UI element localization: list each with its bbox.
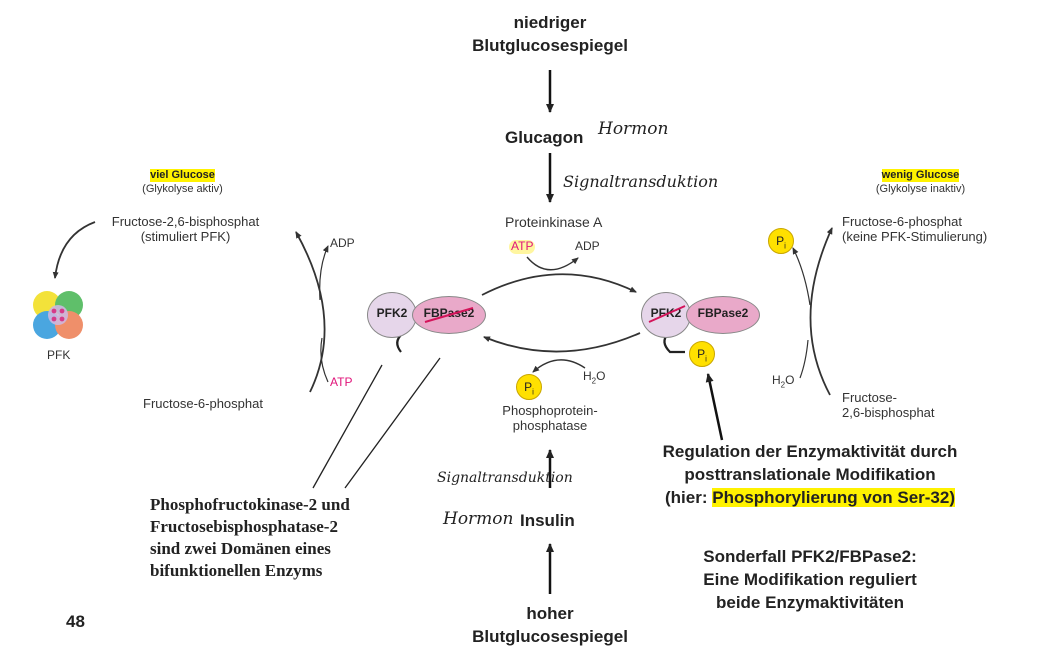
phosphatase-h2o-label: H2O	[583, 369, 606, 386]
enzyme-phosphate-badge: Pi	[689, 341, 715, 367]
bifunctional-enzyme-note: Phosphofructokinase-2 und Fructosebispho…	[150, 495, 350, 581]
pfk-label: PFK	[47, 348, 71, 362]
right-fbpase2-domain: FBPase2	[686, 296, 760, 334]
right-f26bp-label: Fructose- 2,6-bisphosphat	[842, 390, 935, 420]
left-header-title: viel Glucose	[150, 169, 215, 182]
left-fbpase2-domain: FBPase2	[412, 296, 486, 334]
left-f6p-label: Fructose-6-phosphat	[143, 396, 263, 411]
left-header: viel Glucose (Glykolyse aktiv)	[115, 165, 250, 196]
arrow-right-cycle	[809, 227, 833, 396]
arrow-left-adp	[319, 245, 329, 301]
glucagon-label: Glucagon	[505, 128, 584, 147]
arrow-left-atp	[320, 337, 329, 383]
left-header-sub: (Glykolyse aktiv)	[142, 183, 223, 196]
right-f6p-label: Fructose-6-phosphat (keine PFK-Stimulieru…	[842, 214, 988, 244]
right-header-sub: (Glykolyse inaktiv)	[875, 183, 966, 196]
proteinkinase-a-label: Proteinkinase A	[505, 214, 603, 230]
low-blood-glucose-label: niedriger Blutglucosespiegel	[472, 13, 628, 55]
left-atp-label: ATP	[330, 375, 353, 389]
right-pfk2-domain: PFK2	[641, 292, 691, 338]
right-h2o-label: H2O	[772, 373, 795, 390]
phosphoprotein-phosphatase-label: Phosphoprotein-phosphatase	[502, 403, 598, 433]
arrow-regulation-to-pi	[705, 373, 724, 441]
insulin-label: Insulin	[520, 511, 575, 530]
glucagon-hormon-note: Hormon	[598, 119, 669, 139]
pfk-tetramer-icon	[33, 291, 83, 339]
arrow-right-pi	[792, 247, 811, 306]
arrow-atp-adp	[526, 256, 579, 271]
pointer-line-pfk2	[312, 364, 383, 489]
arrow-h2o-pi	[532, 359, 586, 373]
regulation-note: Regulation der Enzymaktivität durch post…	[662, 442, 958, 507]
left-adp-label: ADP	[330, 236, 355, 250]
pka-adp-label: ADP	[575, 239, 600, 253]
insulin-signal-note: Signaltransduktion	[437, 470, 573, 486]
pointer-line-fbpase2	[344, 357, 441, 489]
high-blood-glucose-label: hoher Blutglucosespiegel	[472, 604, 628, 646]
special-case-note: Sonderfall PFK2/FBPase2: Eine Modifikati…	[703, 547, 917, 612]
phosphatase-pi-badge: Pi	[516, 374, 542, 400]
right-header: wenig Glucose (Glykolyse inaktiv)	[853, 165, 988, 196]
arrow-dephosphorylation	[483, 332, 641, 353]
left-f26bp-label: Fructose-2,6-bisphosphat (stimuliert PFK)	[111, 214, 260, 244]
pka-atp-label: ATP	[509, 239, 536, 254]
right-pi-badge: Pi	[768, 228, 794, 254]
page-number: 48	[66, 612, 85, 631]
left-pfk2-domain: PFK2	[367, 292, 417, 338]
insulin-hormon-note: Hormon	[443, 509, 514, 529]
signal-transduction-note-top: Signaltransduktion	[563, 172, 719, 191]
arrow-phosphorylation	[481, 273, 637, 296]
arrow-f26bp-to-pfk	[52, 221, 96, 279]
arrow-right-h2o	[799, 339, 809, 379]
right-header-title: wenig Glucose	[881, 169, 960, 182]
arrow-left-cycle	[295, 231, 326, 393]
